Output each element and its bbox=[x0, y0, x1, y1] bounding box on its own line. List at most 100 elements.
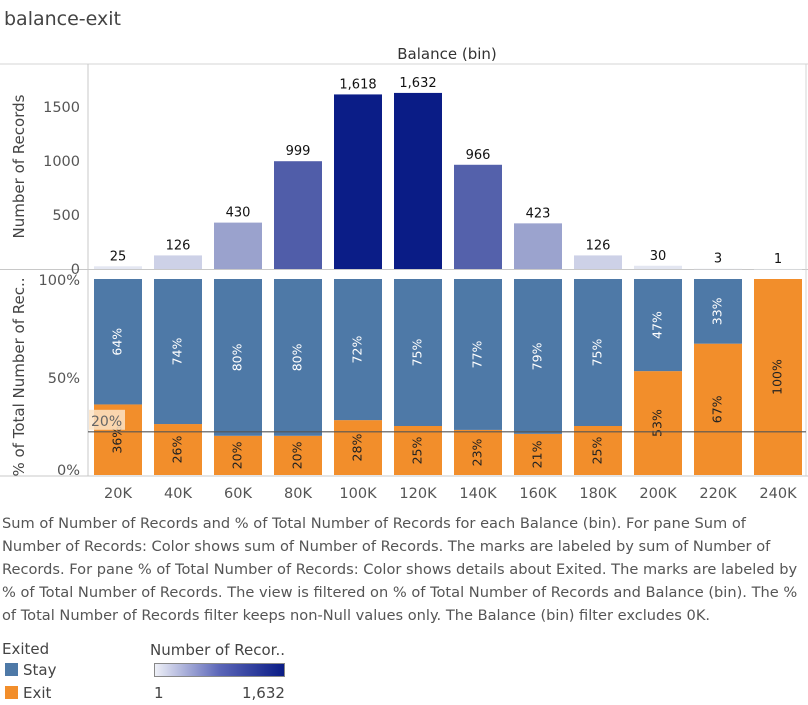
x-tick-label: 160K bbox=[519, 486, 557, 502]
y-tick-label-bottom: 0% bbox=[57, 463, 80, 479]
stay-bar bbox=[514, 279, 562, 434]
y-tick-label-top: 1000 bbox=[43, 154, 80, 170]
record-count-bar bbox=[334, 94, 382, 269]
x-tick-label: 140K bbox=[459, 486, 497, 502]
stay-bar bbox=[574, 279, 622, 426]
exit-bar bbox=[274, 435, 322, 475]
stay-bar bbox=[214, 279, 262, 436]
stay-bar bbox=[454, 279, 502, 430]
exit-bar bbox=[754, 279, 802, 475]
record-count-bar bbox=[94, 266, 142, 269]
exit-percent-label: 25% bbox=[410, 436, 425, 464]
exit-percent-label: 67% bbox=[710, 395, 725, 423]
exit-percent-label: 25% bbox=[590, 436, 605, 464]
exit-bar bbox=[634, 371, 682, 475]
stay-percent-label: 64% bbox=[110, 328, 125, 356]
x-tick-label: 40K bbox=[164, 486, 192, 502]
exit-percent-label: 100% bbox=[770, 359, 785, 395]
exit-percent-label: 21% bbox=[530, 440, 545, 468]
exit-bar bbox=[154, 424, 202, 475]
x-tick-label: 20K bbox=[104, 486, 132, 502]
record-count-label: 423 bbox=[526, 206, 551, 221]
record-count-label: 1,618 bbox=[339, 77, 376, 92]
record-count-label: 3 bbox=[714, 252, 722, 267]
record-count-bar bbox=[454, 164, 502, 269]
y-axis-label-bottom: % of Total Number of Rec.. bbox=[10, 277, 28, 476]
x-tick-label: 180K bbox=[579, 486, 617, 502]
record-count-bar bbox=[214, 222, 262, 269]
y-axis-label-top: Number of Records bbox=[10, 94, 28, 238]
stay-bar bbox=[94, 279, 142, 405]
y-tick-label-bottom: 50% bbox=[48, 371, 80, 387]
stay-percent-label: 33% bbox=[710, 297, 725, 325]
balance-exit-chart: Balance (bin) 0 500 1000 1500 Number of Recor… bbox=[0, 45, 808, 502]
exit-percent-label: 53% bbox=[650, 409, 665, 437]
y-tick-label-top: 500 bbox=[52, 208, 80, 224]
stay-percent-label: 77% bbox=[470, 340, 485, 368]
x-tick-label: 120K bbox=[399, 486, 437, 502]
reference-line-label: 20% bbox=[91, 414, 122, 430]
exit-bar bbox=[334, 420, 382, 475]
record-count-bar bbox=[514, 223, 562, 269]
stay-percent-label: 75% bbox=[590, 338, 605, 366]
record-count-bar bbox=[154, 255, 202, 269]
x-tick-label: 100K bbox=[339, 486, 377, 502]
stay-bar bbox=[634, 279, 682, 372]
reference-line-label-bg bbox=[89, 409, 125, 430]
sheet-title: balance-exit bbox=[4, 8, 121, 30]
exit-bar bbox=[214, 435, 262, 475]
exit-percent-label: 26% bbox=[170, 436, 185, 464]
record-count-bar bbox=[634, 265, 682, 269]
stay-percent-label: 74% bbox=[170, 338, 185, 366]
exit-percent-label: 20% bbox=[230, 441, 245, 469]
x-tick-label: 200K bbox=[639, 486, 677, 502]
record-count-label: 25 bbox=[110, 249, 127, 264]
y-tick-label-bottom: 100% bbox=[39, 273, 80, 289]
legend-exited-title: Exited bbox=[2, 640, 50, 658]
records-color-gradient[interactable] bbox=[154, 663, 285, 677]
record-count-label: 966 bbox=[466, 148, 491, 163]
y-tick-label-top: 1500 bbox=[43, 100, 80, 116]
record-count-bar bbox=[394, 92, 442, 269]
record-count-label: 126 bbox=[586, 238, 611, 253]
legend-swatch-exit[interactable] bbox=[5, 686, 18, 699]
exit-bar bbox=[694, 343, 742, 475]
exit-percent-label: 28% bbox=[350, 434, 365, 462]
record-count-label: 1 bbox=[774, 252, 782, 267]
stay-percent-label: 80% bbox=[230, 343, 245, 371]
record-count-bar bbox=[694, 268, 742, 270]
legend-label-stay[interactable]: Stay bbox=[23, 661, 57, 679]
stay-percent-label: 80% bbox=[290, 343, 305, 371]
gradient-max-label: 1,632 bbox=[242, 684, 285, 702]
stay-percent-label: 75% bbox=[410, 338, 425, 366]
record-count-label: 999 bbox=[286, 144, 311, 159]
x-tick-label: 240K bbox=[759, 486, 797, 502]
exit-percent-label: 36% bbox=[110, 426, 125, 454]
x-tick-label: 80K bbox=[284, 486, 312, 502]
exit-bar bbox=[574, 426, 622, 475]
exit-percent-label: 20% bbox=[290, 441, 305, 469]
record-count-label: 1,632 bbox=[399, 76, 436, 91]
legend-records-title: Number of Recor.. bbox=[150, 641, 285, 659]
exit-bar bbox=[514, 433, 562, 475]
stay-bar bbox=[334, 279, 382, 421]
record-count-label: 30 bbox=[650, 249, 667, 264]
x-tick-label: 220K bbox=[699, 486, 737, 502]
exit-bar bbox=[454, 429, 502, 475]
stay-percent-label: 79% bbox=[530, 342, 545, 370]
stay-percent-label: 72% bbox=[350, 336, 365, 364]
stay-percent-label: 47% bbox=[650, 311, 665, 339]
legend-label-exit[interactable]: Exit bbox=[23, 684, 52, 702]
record-count-label: 430 bbox=[226, 206, 251, 221]
y-tick-label-top: 0 bbox=[71, 262, 80, 278]
stay-bar bbox=[154, 279, 202, 425]
gradient-min-label: 1 bbox=[154, 684, 164, 702]
x-tick-label: 60K bbox=[224, 486, 252, 502]
stay-bar bbox=[274, 279, 322, 436]
stay-bar bbox=[394, 279, 442, 426]
stay-bar bbox=[694, 279, 742, 344]
chart-description: Sum of Number of Records and % of Total … bbox=[2, 515, 798, 624]
legend-swatch-stay[interactable] bbox=[5, 663, 18, 676]
record-count-bar bbox=[574, 255, 622, 269]
record-count-bar bbox=[274, 161, 322, 269]
